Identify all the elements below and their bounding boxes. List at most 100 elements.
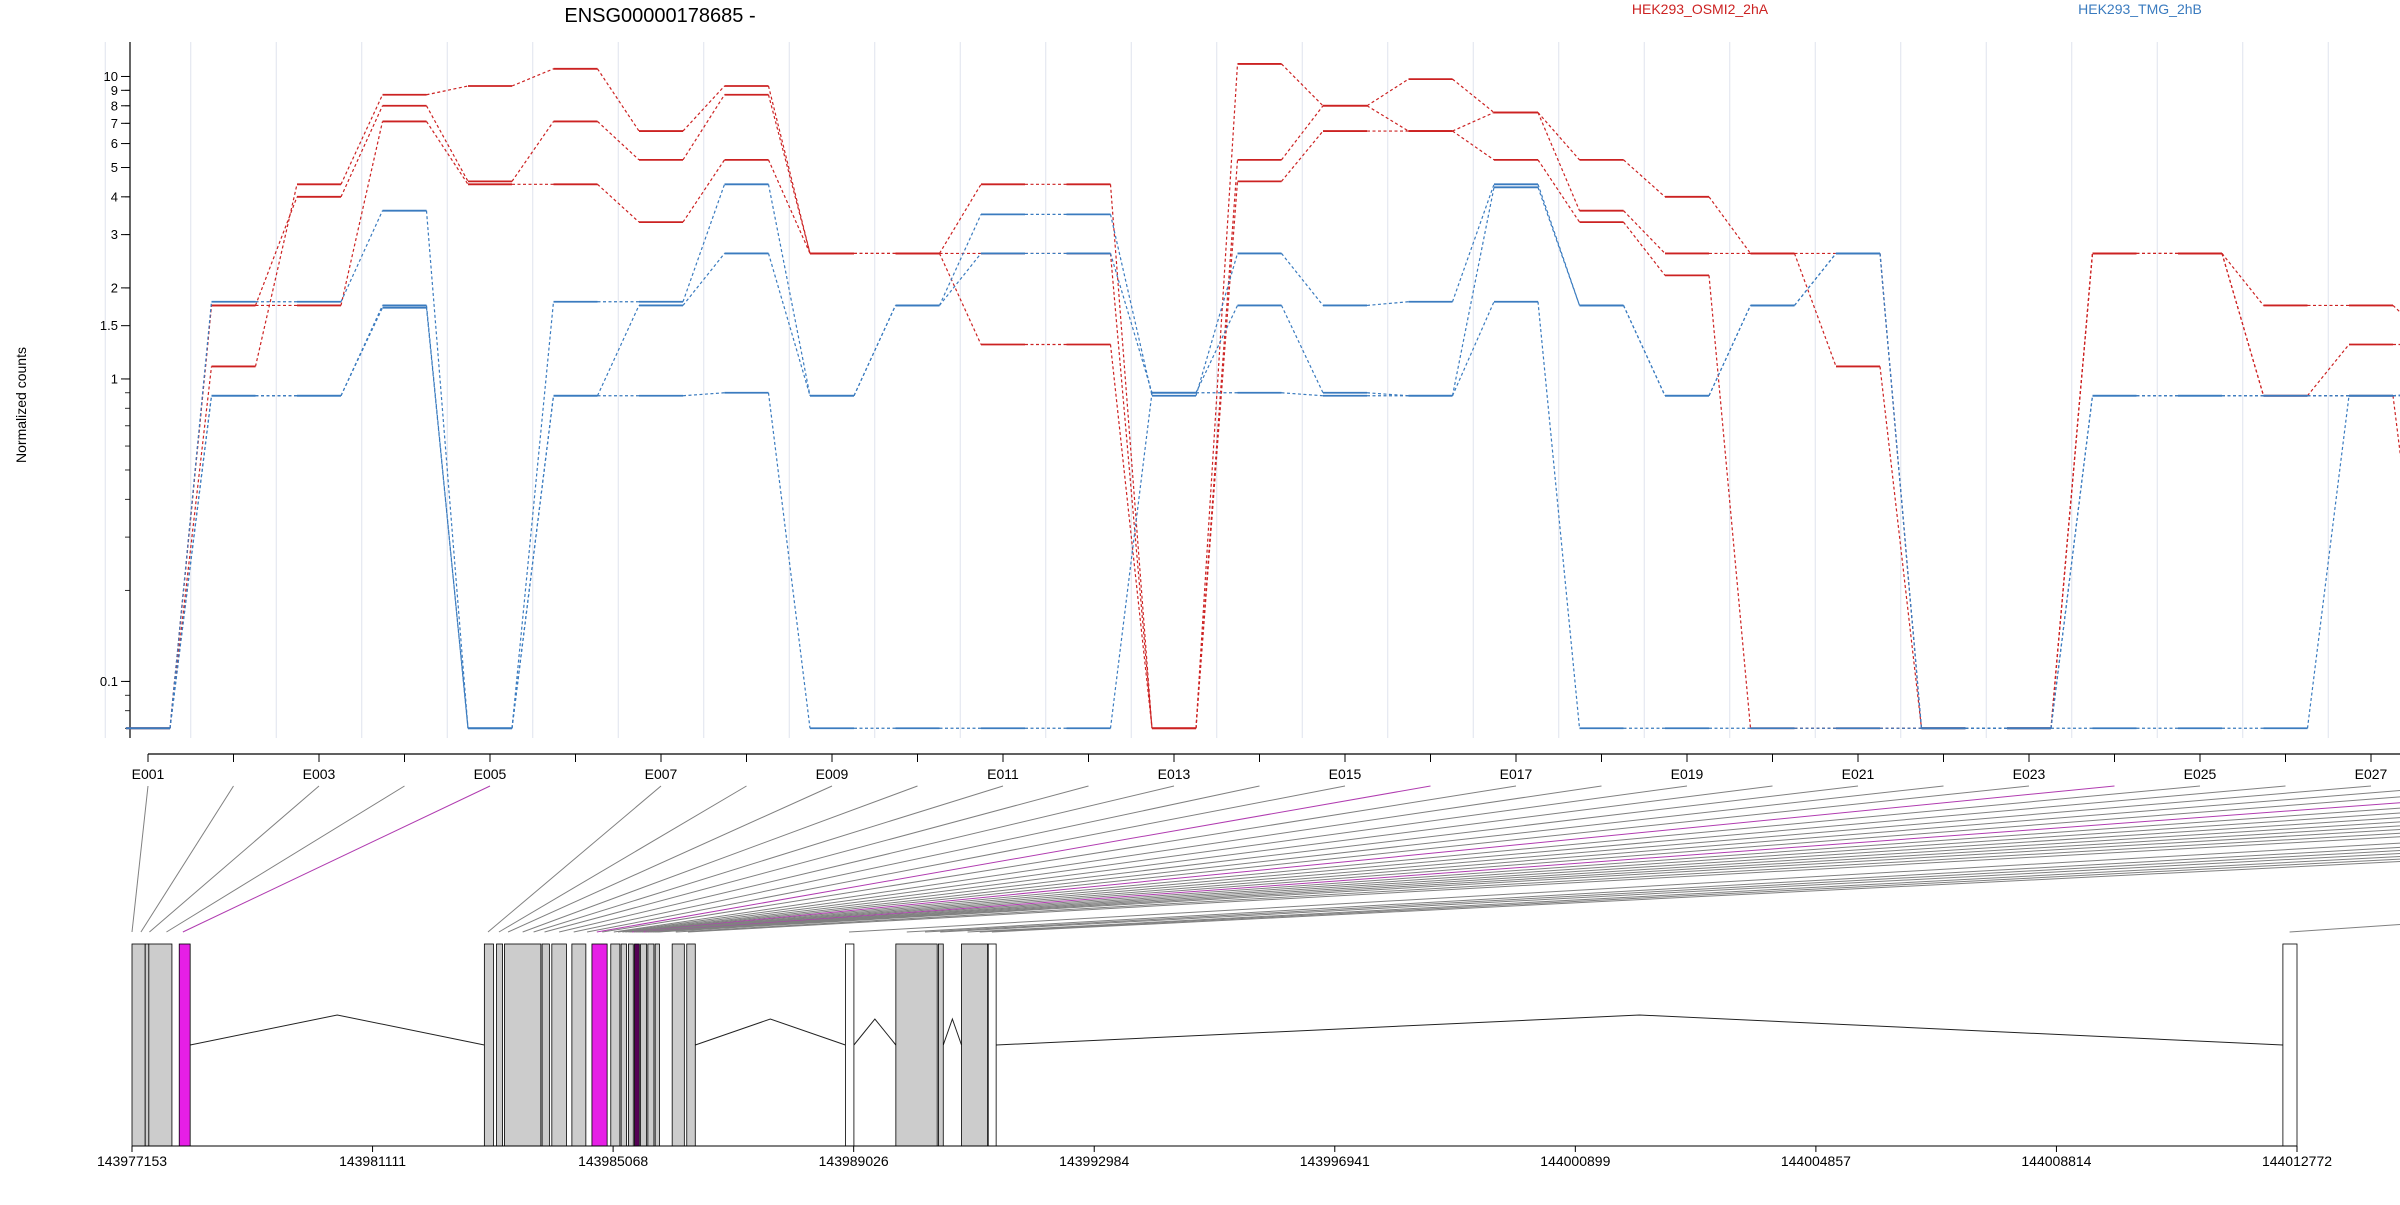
exon-box bbox=[620, 943, 627, 1147]
series-connector bbox=[1366, 105, 1409, 132]
exon-box bbox=[640, 943, 648, 1147]
x-axis: E001 E003 E005 E007 E009 E011 E013 E015 E017 E019… bbox=[132, 753, 2400, 782]
x-tick-label: E019 bbox=[1671, 766, 1704, 782]
series-connector bbox=[1366, 78, 1409, 107]
exon-box bbox=[144, 943, 150, 1147]
series-connector bbox=[1708, 275, 1752, 729]
series-connector bbox=[425, 305, 469, 729]
exon-connector bbox=[602, 785, 1517, 933]
exon-connector bbox=[559, 785, 1175, 933]
exon-connector bbox=[657, 829, 2400, 933]
series-connector bbox=[1537, 112, 1580, 161]
series-connector bbox=[2050, 395, 2094, 729]
series-connector bbox=[1452, 111, 1495, 132]
exon-box bbox=[483, 943, 494, 1147]
exon-box bbox=[987, 943, 997, 1147]
y-tick-label: 1 bbox=[111, 371, 118, 386]
series-connector bbox=[682, 253, 725, 306]
exon-box bbox=[541, 943, 550, 1147]
exon-box bbox=[628, 943, 634, 1147]
series-connector bbox=[1708, 196, 1751, 254]
exon-connector bbox=[650, 817, 2400, 933]
coord-tick-label: 144008814 bbox=[2021, 1153, 2091, 1169]
exon-box bbox=[504, 943, 542, 1147]
series-connector bbox=[2221, 253, 2265, 396]
series-tmg-5 bbox=[126, 186, 2400, 730]
exon-box bbox=[937, 943, 944, 1147]
y-tick-label: 1.5 bbox=[100, 318, 118, 333]
x-tick-label: E025 bbox=[2184, 766, 2217, 782]
series-connector bbox=[340, 210, 384, 302]
series-connector bbox=[426, 85, 469, 96]
series-connector bbox=[1281, 392, 1324, 397]
exon-connectors bbox=[131, 785, 2400, 933]
exon-connector bbox=[131, 785, 149, 933]
y-tick-label: 9 bbox=[111, 83, 118, 98]
x-tick-label: E023 bbox=[2013, 766, 2046, 782]
series-connector bbox=[1366, 301, 1409, 307]
series-connector bbox=[597, 68, 640, 132]
series-connector bbox=[1451, 301, 1495, 396]
exon-connector bbox=[632, 785, 2115, 933]
exon-connector bbox=[924, 850, 2400, 933]
exon-connector bbox=[655, 825, 2400, 933]
exon-connector bbox=[622, 785, 1773, 933]
coordinate-axis: 143977153 143981111 143985068 143989026 1439… bbox=[97, 1145, 2332, 1169]
y-tick-label: 0.1 bbox=[100, 674, 118, 689]
exon-connector bbox=[507, 785, 833, 933]
series-connector bbox=[1281, 63, 1324, 107]
series-osmi-3 bbox=[126, 120, 2400, 730]
series-connector bbox=[2050, 253, 2094, 729]
exon-connector bbox=[182, 785, 491, 933]
intron-line bbox=[695, 1018, 846, 1046]
x-tick-label: E001 bbox=[132, 766, 165, 782]
exon-box bbox=[647, 943, 655, 1147]
series-connector bbox=[1452, 78, 1495, 113]
series-connector bbox=[2221, 253, 2264, 306]
series-connector bbox=[1623, 159, 1666, 198]
exon-connector bbox=[645, 807, 2400, 933]
exon-box bbox=[148, 943, 173, 1147]
series-connector bbox=[597, 121, 640, 161]
exon-connector bbox=[979, 858, 2400, 933]
coord-tick-label: 144004857 bbox=[1781, 1153, 1851, 1169]
exon-connector bbox=[140, 785, 234, 933]
exon-box bbox=[686, 943, 696, 1147]
series-connector bbox=[2392, 304, 2400, 313]
series-connector bbox=[682, 159, 725, 223]
series-connector bbox=[1623, 210, 1666, 254]
series-connector bbox=[169, 395, 213, 729]
exon-box bbox=[178, 943, 191, 1147]
exon-connector bbox=[166, 785, 405, 933]
series-connector bbox=[1109, 253, 1153, 729]
exon-connector bbox=[149, 785, 320, 933]
exon-connector bbox=[613, 785, 1602, 933]
series-connector bbox=[1195, 253, 1239, 396]
coord-tick-label: 143977153 bbox=[97, 1153, 167, 1169]
series-connector bbox=[939, 253, 982, 306]
series-connector bbox=[767, 253, 811, 396]
exon-connector bbox=[533, 785, 1004, 933]
series-connector bbox=[1452, 130, 1495, 161]
y-tick-label: 6 bbox=[111, 136, 118, 151]
series-connector bbox=[1537, 159, 1580, 223]
series-connector bbox=[767, 392, 811, 729]
x-tick-label: E021 bbox=[1842, 766, 1875, 782]
series-tmg-6 bbox=[126, 300, 2400, 730]
series-tmg-4 bbox=[126, 183, 2400, 730]
series-connector bbox=[1451, 187, 1495, 396]
exon-box bbox=[2282, 943, 2298, 1147]
series-connector bbox=[1793, 253, 1837, 367]
exon-connector bbox=[849, 842, 2400, 933]
coord-tick-label: 143992984 bbox=[1059, 1153, 1129, 1169]
series-connector bbox=[425, 307, 469, 729]
series-connector bbox=[597, 183, 640, 223]
exon-connector bbox=[940, 852, 2400, 933]
exon-box bbox=[845, 943, 855, 1147]
exon-connector bbox=[641, 796, 2400, 933]
series-connector bbox=[2392, 394, 2400, 397]
series-connector bbox=[596, 305, 640, 396]
series-connector bbox=[1537, 187, 1581, 306]
